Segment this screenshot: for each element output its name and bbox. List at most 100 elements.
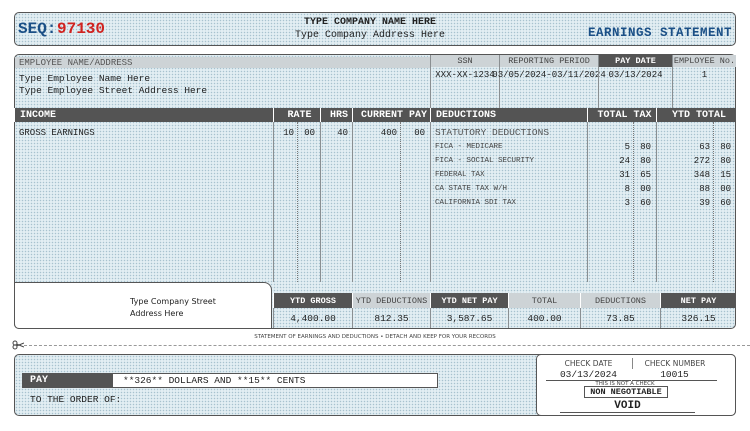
deduction-name: FICA - MEDICARE bbox=[435, 143, 503, 151]
total-value: 812.35 bbox=[352, 308, 430, 328]
info-header: EMPLOYEE No. bbox=[672, 55, 736, 67]
total-header: DEDUCTIONS bbox=[580, 293, 660, 308]
company-street: Type Company Street Address Here bbox=[130, 297, 216, 318]
cents-divider bbox=[713, 122, 714, 282]
ytd-dollars: 39 bbox=[699, 198, 710, 208]
ytd-dollars: 88 bbox=[699, 184, 710, 194]
total-header: YTD GROSS bbox=[273, 293, 352, 308]
scissors-icon bbox=[12, 340, 24, 350]
amount-field: **326** DOLLARS AND **15** CENTS bbox=[112, 373, 438, 388]
cents-divider bbox=[400, 122, 401, 282]
tax-dollars: 31 bbox=[619, 170, 630, 180]
info-value: 1 bbox=[672, 67, 736, 83]
ytd-cents: 60 bbox=[720, 198, 731, 208]
cents-divider bbox=[633, 122, 634, 282]
info-cell bbox=[430, 83, 499, 108]
tax-cents: 00 bbox=[640, 184, 651, 194]
company-address: Type Company Address Here bbox=[294, 30, 446, 41]
void-label: VOID bbox=[560, 399, 695, 413]
total-value: 400.00 bbox=[508, 308, 580, 328]
total-header: NET PAY bbox=[660, 293, 736, 308]
current-pay-dollars: 400 bbox=[380, 128, 397, 138]
total-value: 73.85 bbox=[580, 308, 660, 328]
info-header: SSN bbox=[430, 55, 499, 67]
street-box bbox=[14, 282, 272, 329]
column-line bbox=[656, 122, 657, 282]
cents-divider bbox=[297, 122, 298, 282]
column-line bbox=[273, 122, 274, 282]
deduction-name: FEDERAL TAX bbox=[435, 171, 485, 179]
ytd-cents: 80 bbox=[720, 156, 731, 166]
info-value: 03/13/2024 bbox=[598, 67, 672, 83]
seq-number: 97130 bbox=[57, 20, 106, 38]
deduction-name: CA STATE TAX W/H bbox=[435, 185, 508, 193]
rate-cents: 00 bbox=[304, 128, 315, 138]
footer-note: STATEMENT OF EARNINGS AND DEDUCTIONS • D… bbox=[254, 334, 496, 340]
employee-header-band bbox=[15, 57, 430, 68]
not-check-notice: THIS IS NOT A CHECK bbox=[595, 380, 655, 387]
total-header: YTD DEDUCTIONS bbox=[352, 293, 430, 308]
tax-dollars: 5 bbox=[624, 142, 630, 152]
scissors bbox=[12, 340, 24, 350]
detach-line bbox=[24, 345, 750, 346]
check-date-label: CHECK DATE bbox=[564, 359, 613, 368]
order-label: TO THE ORDER OF: bbox=[30, 393, 122, 405]
column-header: TOTAL TAX bbox=[587, 108, 656, 122]
column-line bbox=[587, 122, 588, 282]
tax-cents: 65 bbox=[640, 170, 651, 180]
ytd-dollars: 63 bbox=[699, 142, 710, 152]
employee-name: Type Employee Name Here bbox=[19, 72, 151, 84]
info-value: XXX-XX-1234 bbox=[430, 67, 499, 83]
seq-label: SEQ: bbox=[18, 20, 57, 38]
total-value: 3,587.65 bbox=[430, 308, 508, 328]
column-header: DEDUCTIONS bbox=[430, 108, 587, 122]
employee-address: Type Employee Street Address Here bbox=[19, 84, 208, 96]
company-name: TYPE COMPANY NAME HERE bbox=[303, 17, 437, 28]
check-number: 10015 bbox=[632, 369, 717, 381]
column-line bbox=[430, 122, 431, 282]
check-date: 03/13/2024 bbox=[546, 369, 631, 381]
column-header: HRS bbox=[320, 108, 352, 122]
info-cell bbox=[598, 83, 672, 108]
deductions-section: STATUTORY DEDUCTIONS bbox=[435, 127, 550, 138]
info-header: REPORTING PERIOD bbox=[499, 55, 598, 67]
statement-title: EARNINGS STATEMENT bbox=[587, 26, 732, 40]
column-header: CURRENT PAY bbox=[352, 108, 430, 122]
ytd-dollars: 348 bbox=[693, 170, 710, 180]
tax-cents: 80 bbox=[640, 156, 651, 166]
column-header: INCOME bbox=[14, 108, 273, 122]
ytd-dollars: 272 bbox=[693, 156, 710, 166]
rate-dollars: 10 bbox=[283, 128, 294, 138]
deduction-name: CALIFORNIA SDI TAX bbox=[435, 199, 517, 207]
tax-dollars: 8 bbox=[624, 184, 630, 194]
tax-dollars: 3 bbox=[624, 198, 630, 208]
tax-dollars: 24 bbox=[619, 156, 630, 166]
check-info-box bbox=[536, 354, 736, 416]
deduction-name: FICA - SOCIAL SECURITY bbox=[435, 157, 535, 165]
info-cell bbox=[672, 83, 736, 108]
header-box bbox=[14, 12, 736, 46]
tax-cents: 60 bbox=[640, 198, 651, 208]
non-negotiable: NON NEGOTIABLE bbox=[584, 386, 668, 398]
ytd-cents: 15 bbox=[720, 170, 731, 180]
column-header: RATE bbox=[273, 108, 320, 122]
column-header: YTD TOTAL bbox=[656, 108, 736, 122]
income-name: GROSS EARNINGS bbox=[19, 128, 95, 138]
total-header: TOTAL bbox=[508, 293, 580, 308]
column-line bbox=[352, 122, 353, 282]
check-number-label: CHECK NUMBER bbox=[632, 358, 717, 369]
info-header: PAY DATE bbox=[598, 55, 672, 67]
total-value: 326.15 bbox=[660, 308, 736, 328]
ytd-cents: 80 bbox=[720, 142, 731, 152]
pay-label: PAY bbox=[22, 373, 112, 388]
hours: 40 bbox=[337, 128, 348, 138]
current-pay-cents: 00 bbox=[414, 128, 425, 138]
total-value: 4,400.00 bbox=[273, 308, 352, 328]
ytd-cents: 00 bbox=[720, 184, 731, 194]
tax-cents: 80 bbox=[640, 142, 651, 152]
employee-header: EMPLOYEE NAME/ADDRESS bbox=[19, 57, 133, 68]
column-line bbox=[320, 122, 321, 282]
info-cell bbox=[499, 83, 598, 108]
info-value: 03/05/2024-03/11/2024 bbox=[492, 67, 606, 83]
